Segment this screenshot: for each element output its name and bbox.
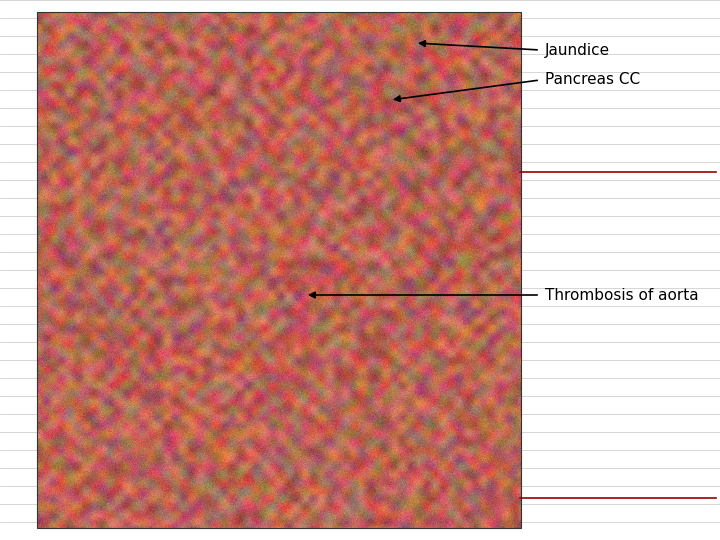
Bar — [37, 12, 521, 528]
Text: Thrombosis of aorta: Thrombosis of aorta — [545, 287, 698, 302]
Text: Jaundice: Jaundice — [545, 43, 610, 57]
Text: Pancreas CC: Pancreas CC — [545, 72, 640, 87]
